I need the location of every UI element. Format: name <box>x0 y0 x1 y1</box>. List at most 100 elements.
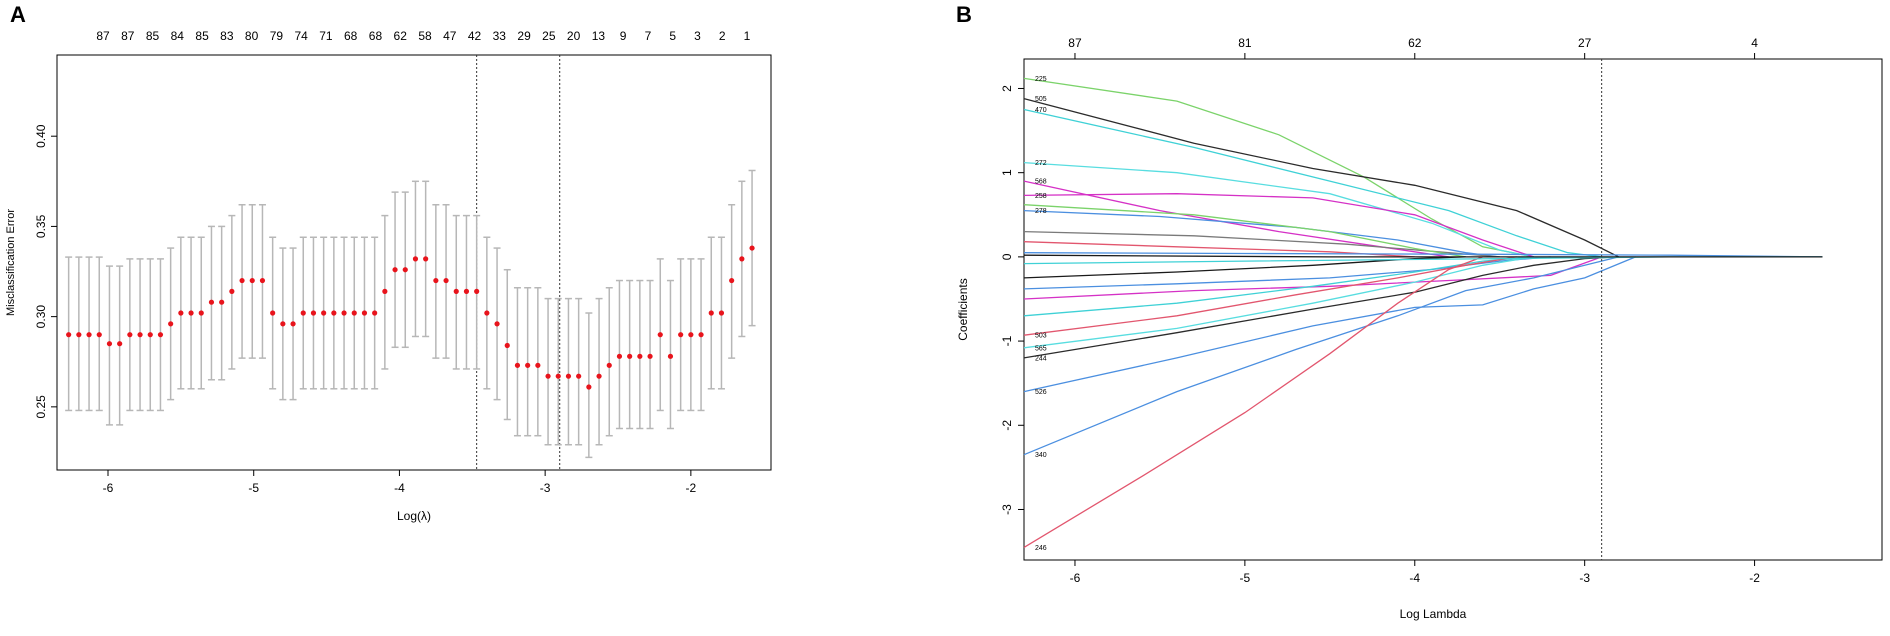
y-axis-label: Coefficients <box>956 278 970 340</box>
data-point <box>351 310 357 316</box>
data-point <box>443 277 449 284</box>
data-point <box>514 362 521 368</box>
data-point <box>504 342 510 349</box>
top-axis-label: 7 <box>645 29 652 43</box>
top-axis-label: 9 <box>620 29 627 43</box>
path-label: 470 <box>1035 107 1047 114</box>
top-axis-label: 85 <box>195 29 209 43</box>
x-tick-label: -4 <box>1409 571 1420 585</box>
top-axis-label: 27 <box>1578 36 1592 50</box>
path-label: 272 <box>1035 160 1047 167</box>
data-point <box>208 299 215 305</box>
path-label: 526 <box>1035 389 1047 396</box>
data-point <box>249 277 255 284</box>
y-tick-label: -3 <box>1000 504 1014 515</box>
top-axis-label: 47 <box>443 29 457 43</box>
path-label: 503 <box>1035 333 1047 340</box>
data-point <box>321 310 327 316</box>
data-point <box>372 310 378 316</box>
data-point <box>576 373 582 379</box>
coefficient-path <box>1023 180 1449 258</box>
data-point <box>127 332 133 338</box>
data-point <box>494 321 500 327</box>
data-point <box>555 373 561 379</box>
data-point <box>586 384 592 390</box>
x-tick-label: -6 <box>103 481 114 495</box>
x-tick-label: -5 <box>1240 571 1251 585</box>
y-tick-label: 0.35 <box>34 214 48 238</box>
x-axis-label: Log(λ) <box>397 509 431 523</box>
coefficient-path <box>1023 204 1466 258</box>
data-point <box>117 341 123 347</box>
data-point <box>270 310 276 316</box>
path-label: 246 <box>1035 545 1047 552</box>
coefficient-path <box>1023 252 1823 258</box>
data-point <box>474 288 480 294</box>
y-tick-label: 1 <box>1000 169 1014 176</box>
y-tick-label: 0.30 <box>34 305 48 329</box>
top-axis-label: 62 <box>1408 36 1422 50</box>
path-label: 225 <box>1035 76 1047 83</box>
path-label: 340 <box>1035 452 1047 459</box>
data-point <box>749 245 755 251</box>
top-axis-label: 68 <box>344 29 358 43</box>
data-point <box>382 288 388 294</box>
data-point <box>657 332 663 338</box>
y-tick-label: 2 <box>1000 85 1014 92</box>
data-point <box>698 332 704 338</box>
data-point <box>535 362 541 368</box>
coefficient-path <box>1023 209 1500 258</box>
top-axis-label: 3 <box>694 29 701 43</box>
data-point <box>229 288 235 294</box>
top-axis-label: 68 <box>369 29 383 43</box>
data-point <box>739 256 745 262</box>
data-point <box>341 310 347 316</box>
top-axis-label: 87 <box>96 29 110 43</box>
y-tick-label: 0 <box>1000 253 1014 260</box>
top-axis-label: 79 <box>270 29 284 43</box>
data-point <box>423 256 429 262</box>
top-axis-label: 4 <box>1751 36 1758 50</box>
x-tick-label: -4 <box>394 481 405 495</box>
top-axis-label: 74 <box>294 29 308 43</box>
data-point <box>361 310 368 316</box>
top-axis-label: 20 <box>567 29 581 43</box>
data-point <box>453 288 459 294</box>
coefficient-path <box>1023 256 1466 279</box>
data-point <box>545 373 551 379</box>
x-tick-label: -5 <box>248 481 259 495</box>
data-point <box>729 277 735 284</box>
top-axis-label: 80 <box>245 29 259 43</box>
data-point <box>137 332 143 338</box>
data-point <box>331 310 337 316</box>
data-point <box>433 277 439 284</box>
x-tick-label: -3 <box>540 481 551 495</box>
top-axis-label: 25 <box>542 29 556 43</box>
top-axis-label: 13 <box>592 29 606 43</box>
data-point <box>647 353 653 359</box>
coefficient-path <box>1023 241 1415 258</box>
plot-frame <box>1023 58 1883 561</box>
y-tick-label: -2 <box>1000 420 1014 431</box>
top-axis-label: 42 <box>468 29 482 43</box>
data-point <box>484 310 490 316</box>
data-point <box>147 332 153 338</box>
coefficient-path <box>1023 161 1534 258</box>
data-point <box>300 310 306 316</box>
data-point <box>678 332 684 338</box>
data-point <box>178 310 184 316</box>
data-point <box>708 310 714 316</box>
y-tick-label: 0.40 <box>34 124 48 148</box>
top-axis-label: 5 <box>669 29 676 43</box>
x-axis-label: Log Lambda <box>1400 607 1467 621</box>
data-point <box>96 332 102 338</box>
data-point <box>637 353 643 359</box>
path-label: 568 <box>1035 179 1047 186</box>
data-point <box>718 310 725 316</box>
path-label: 505 <box>1035 96 1047 103</box>
coefficient-path <box>1023 256 1534 317</box>
data-point <box>412 256 419 262</box>
coefficient-path <box>1023 193 1534 258</box>
data-point <box>616 353 623 359</box>
